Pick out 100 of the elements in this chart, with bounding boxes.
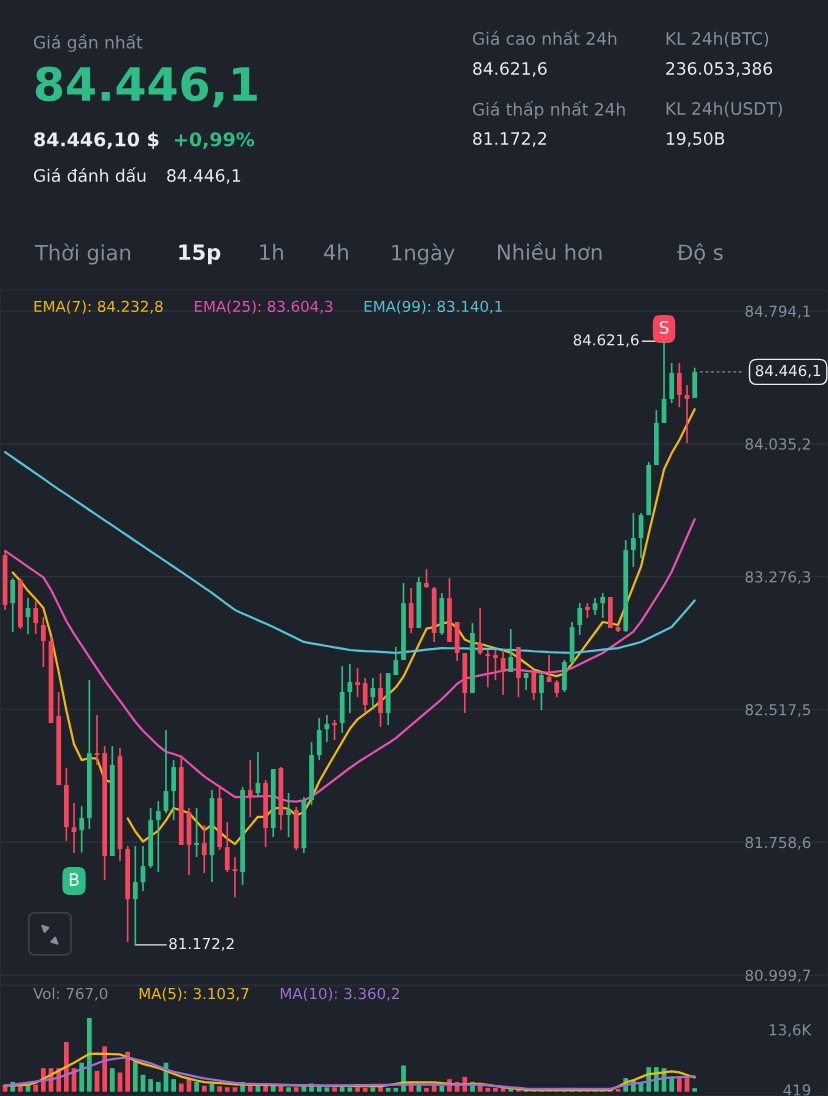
text: 1ngày: [392, 243, 455, 265]
bar: [132, 1061, 138, 1092]
bar: [33, 1084, 39, 1092]
y-tick-label: 80.999,7: [745, 969, 811, 983]
candlestick: [424, 568, 429, 589]
candlestick: [33, 600, 39, 635]
bar: [485, 1087, 491, 1092]
text: 84.446,1: [167, 169, 241, 184]
bar: [232, 1087, 238, 1092]
candlestick: [347, 663, 353, 714]
text: 15p: [179, 244, 221, 265]
bar: [324, 1087, 330, 1092]
candlestick: [508, 628, 514, 673]
text: 19,50B: [666, 132, 725, 147]
text: Độ s: [677, 243, 723, 264]
bar: [148, 1079, 154, 1092]
bar: [178, 1083, 184, 1092]
text: 81.172,2: [473, 132, 546, 147]
candlestick: [531, 671, 537, 701]
candlestick: [194, 807, 199, 858]
annotation: 81.172,2: [169, 937, 234, 951]
text: 236.053,386: [666, 62, 773, 77]
text: MA(5): 3.103,7: [139, 987, 249, 1002]
bar: [217, 1086, 222, 1092]
bar: [439, 1085, 445, 1092]
text: 4h: [324, 243, 348, 260]
bar: [347, 1087, 353, 1092]
bar: [477, 1085, 483, 1092]
bar: [385, 1087, 391, 1092]
bar: [125, 1051, 131, 1092]
bar: [493, 1087, 498, 1092]
text: KL 24h(BTC): [666, 31, 769, 47]
bar: [393, 1087, 399, 1092]
bar: [676, 1076, 682, 1092]
candlestick: [477, 607, 483, 656]
bar: [63, 1041, 69, 1092]
bar: [194, 1081, 199, 1092]
bar: [155, 1081, 161, 1092]
candlestick: [393, 646, 399, 676]
candlestick: [600, 592, 606, 619]
bar: [293, 1087, 299, 1092]
candlestick: [224, 821, 230, 873]
text: EMA(25): 83.604,3: [194, 300, 333, 314]
text: Giá cao nhất 24h: [472, 30, 617, 45]
ref-line-label: 84.446,1: [755, 364, 821, 378]
candlestick: [355, 667, 360, 698]
text: EMA(99): 83.140,1: [364, 300, 502, 314]
candlestick: [577, 602, 583, 636]
y-tick-label: 84.794,1: [745, 305, 810, 319]
text: +0,99%: [175, 132, 255, 149]
text: Giá thấp nhất 24h: [472, 101, 625, 119]
bar: [332, 1087, 337, 1092]
bar: [615, 1088, 621, 1092]
annotation: 84.621,6: [573, 334, 639, 348]
candlestick: [79, 805, 85, 854]
candlestick: [631, 512, 636, 568]
candlestick: [493, 649, 498, 681]
candlestick: [676, 362, 682, 408]
candlestick: [247, 759, 253, 818]
text: KL 24h(USDT): [666, 101, 782, 117]
y-tick-label: 13,6K: [769, 1024, 812, 1038]
text: 84.446,10 $: [34, 131, 159, 150]
bar: [370, 1087, 376, 1092]
bar: [362, 1087, 368, 1092]
bar: [171, 1079, 177, 1092]
y-tick-label: 419: [783, 1084, 811, 1096]
candlestick: [370, 677, 376, 708]
line-series: [3, 450, 696, 655]
bar: [424, 1087, 429, 1092]
y-tick-label: 83.276,3: [745, 571, 811, 585]
bar: [79, 1062, 85, 1092]
annotation: B: [69, 873, 79, 886]
candlestick: [40, 616, 46, 668]
text: Nhiều hơn: [498, 242, 602, 261]
bar: [263, 1085, 268, 1092]
candlestick: [485, 649, 491, 688]
candlestick: [132, 845, 138, 946]
text: 84.621,6: [473, 62, 547, 77]
text: EMA(7): 84.232,8: [34, 300, 163, 314]
text: Giá gần nhất: [33, 34, 143, 52]
candlestick: [201, 824, 207, 874]
candlestick: [362, 677, 368, 713]
bar: [224, 1087, 230, 1092]
bar: [692, 1088, 698, 1092]
text: Thời gian: [34, 243, 131, 265]
y-tick-label: 84.035,2: [745, 438, 810, 452]
bar: [18, 1085, 23, 1092]
series-label: Vol: 767,0: [33, 987, 108, 1001]
text: MA(10): 3.360,2: [280, 987, 399, 1002]
line-series: [3, 518, 696, 803]
bar: [109, 1068, 115, 1092]
text: Giá đánh dấu: [33, 167, 146, 182]
bar: [86, 1017, 92, 1092]
candlestick: [286, 792, 291, 838]
candlestick: [539, 671, 544, 711]
candlestick: [10, 577, 16, 633]
y-tick-label: 81.758,6: [745, 836, 811, 850]
bar: [201, 1085, 207, 1092]
bar: [286, 1087, 291, 1092]
candlestick: [332, 719, 337, 741]
